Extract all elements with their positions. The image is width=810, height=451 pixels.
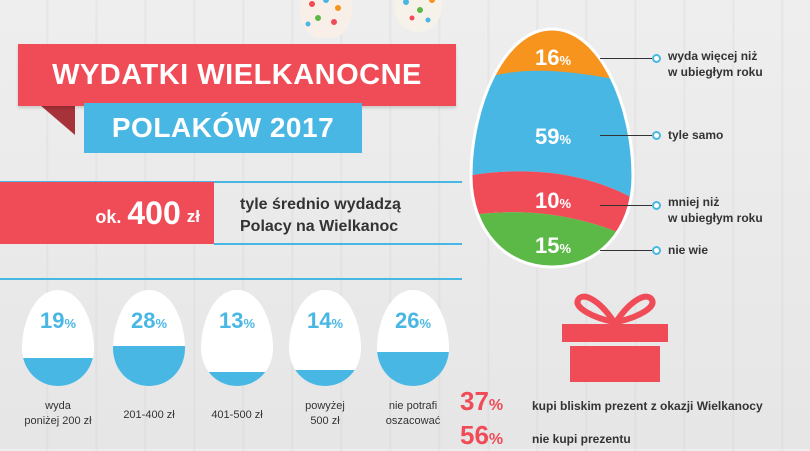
gift-stat1-percent-sign: %	[488, 397, 504, 414]
big-egg-value: 15	[534, 233, 560, 258]
big-egg-percent-sign: %	[559, 132, 572, 147]
egg-label-line2: oszacować	[385, 415, 441, 427]
divider-line	[214, 243, 462, 245]
gift-stat2-text: nie kupi prezentu	[532, 432, 631, 446]
spending-egg: 28%	[111, 288, 187, 388]
gift-stat1-text: kupi bliskim prezent z okazji Wielkanocy	[532, 399, 763, 413]
big-egg-value: 16	[534, 45, 560, 70]
average-spending-badge: ok. 400 zł	[0, 182, 214, 244]
easter-egg-decoration-icon	[300, 0, 352, 38]
big-egg-percent-sign: %	[559, 241, 572, 256]
gift-box-icon	[562, 293, 668, 382]
legend-text: wyda więcej niż w ubiegłym roku	[668, 48, 763, 80]
page-title-line2: POLAKÓW 2017	[84, 103, 362, 153]
legend-text: tyle samo	[668, 127, 723, 143]
legend-line1: tyle samo	[668, 128, 724, 142]
legend-dot	[652, 131, 661, 140]
egg-label: wyda poniżej 200 zł	[13, 399, 103, 429]
big-egg-percent-sign: %	[559, 53, 572, 68]
egg-value: 28	[130, 308, 156, 333]
legend-text: nie wie	[668, 242, 708, 258]
egg-percent-sign: %	[243, 316, 256, 331]
gift-stat2-percent-sign: %	[488, 431, 504, 448]
legend-connector	[600, 205, 652, 206]
egg-label-line2: poniżej 200 zł	[24, 415, 92, 427]
egg-label-line1: powyżej	[305, 400, 345, 412]
spending-egg: 19%	[20, 288, 96, 388]
spending-egg: 26%	[375, 288, 451, 388]
legend-line1: nie wie	[668, 243, 709, 257]
divider-line	[0, 181, 462, 183]
egg-percent-sign: %	[64, 316, 77, 331]
legend-connector	[600, 250, 652, 251]
egg-value: 14	[306, 308, 332, 333]
average-prefix: ok.	[95, 206, 122, 227]
egg-percent-sign: %	[419, 316, 432, 331]
egg-value: 19	[39, 308, 65, 333]
egg-label: powyżej 500 zł	[280, 399, 370, 429]
gift-stat1-value: 37	[460, 386, 489, 416]
legend-line1: mniej niż	[668, 195, 720, 209]
spending-egg: 13%	[199, 288, 275, 388]
egg-label-line1: wyda	[45, 400, 71, 412]
legend-connector	[600, 135, 652, 136]
egg-label: 401-500 zł	[192, 408, 282, 423]
average-text-line1: tyle średnio wydadzą	[240, 196, 401, 213]
legend-dot	[652, 201, 661, 210]
egg-label-line1: 401-500 zł	[211, 409, 263, 421]
average-unit: zł	[186, 207, 200, 226]
big-egg-percent-sign: %	[559, 196, 572, 211]
egg-value: 13	[218, 308, 244, 333]
egg-label-line1: 201-400 zł	[123, 409, 175, 421]
egg-label-line2: 500 zł	[310, 415, 340, 427]
legend-dot	[652, 246, 661, 255]
spending-egg: 14%	[287, 288, 363, 388]
average-number: 400	[127, 194, 181, 231]
page-title-line1: WYDATKI WIELKANOCNE	[18, 44, 456, 106]
legend-line2: w ubiegłym roku	[668, 65, 763, 79]
big-egg-value: 59	[534, 124, 560, 149]
divider-line	[0, 278, 462, 280]
egg-value: 26	[394, 308, 420, 333]
legend-line1: wyda więcej niż	[668, 49, 758, 63]
gift-stat2-value: 56	[460, 420, 489, 450]
egg-percent-sign: %	[155, 316, 168, 331]
legend-text: mniej niż w ubiegłym roku	[668, 194, 763, 226]
big-egg-value: 10	[534, 188, 560, 213]
banner-fold	[40, 105, 75, 135]
egg-label: 201-400 zł	[104, 408, 194, 423]
egg-label: nie potrafi oszacować	[368, 399, 458, 429]
legend-connector	[600, 58, 652, 59]
big-egg-chart	[469, 27, 635, 269]
easter-egg-decoration-icon	[394, 0, 442, 32]
egg-label-line1: nie potrafi	[388, 400, 438, 412]
average-text-line2: Polacy na Wielkanoc	[240, 218, 399, 235]
legend-line2: w ubiegłym roku	[668, 211, 763, 225]
average-description: tyle średnio wydadzą Polacy na Wielkanoc	[240, 194, 460, 238]
legend-dot	[652, 54, 661, 63]
egg-percent-sign: %	[331, 316, 344, 331]
